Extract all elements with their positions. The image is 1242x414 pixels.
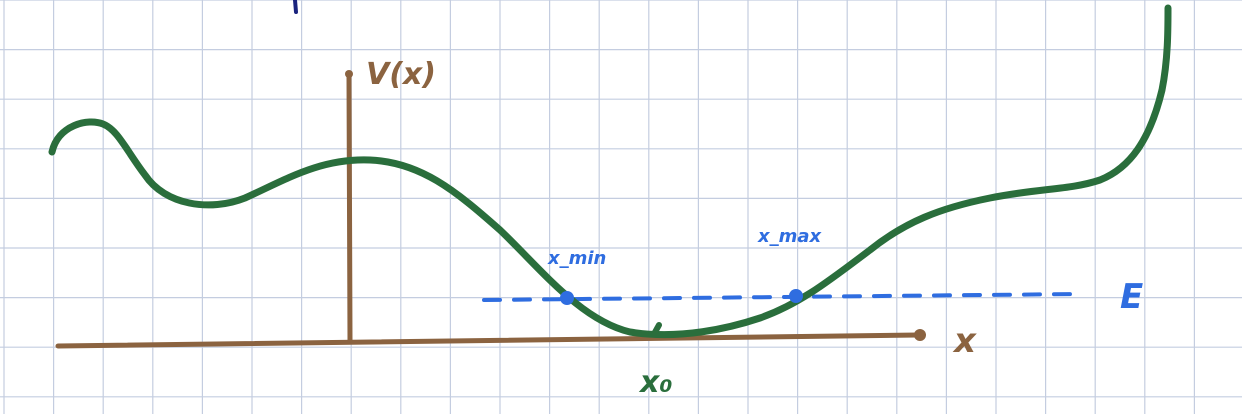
minimum-tick xyxy=(651,322,662,337)
x-max-label: x_max xyxy=(757,226,823,247)
energy-label: E xyxy=(1120,277,1143,317)
x-min-point xyxy=(560,291,574,305)
y-axis-arrow-dot xyxy=(345,70,353,78)
y-axis-line xyxy=(346,73,353,343)
stray-ink-mark xyxy=(293,0,298,14)
energy-level-line xyxy=(482,292,1082,302)
potential-curve xyxy=(48,4,1172,339)
x-max-point xyxy=(789,289,803,303)
axes xyxy=(55,70,926,349)
y-axis-label: V(x) xyxy=(366,57,436,92)
x-axis-arrow-dot xyxy=(914,329,926,341)
x-axis-line xyxy=(55,332,921,349)
x-min-label: x_min xyxy=(547,248,606,269)
x-zero-label: x₀ xyxy=(638,365,673,400)
x-axis-label: x xyxy=(952,321,977,361)
